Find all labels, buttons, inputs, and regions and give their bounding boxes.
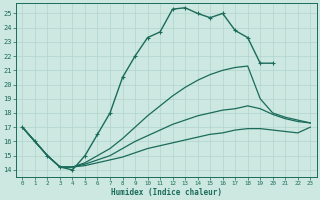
X-axis label: Humidex (Indice chaleur): Humidex (Indice chaleur) [111, 188, 222, 197]
